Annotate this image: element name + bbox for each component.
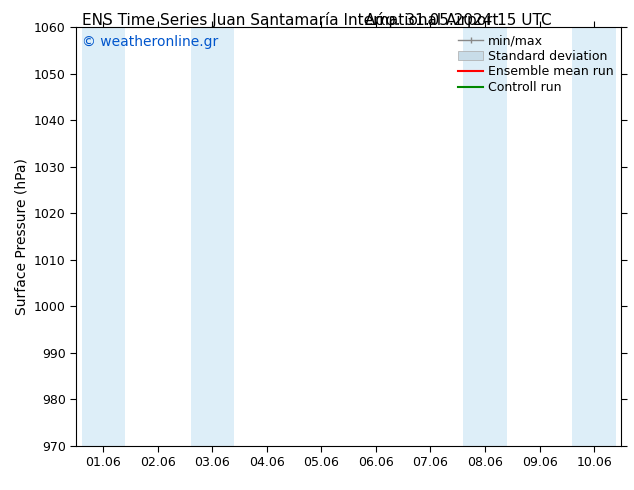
Text: Δάφ. 31.05.2024 15 UTC: Δάφ. 31.05.2024 15 UTC — [365, 12, 552, 28]
Bar — [82, 27, 125, 446]
Legend: min/max, Standard deviation, Ensemble mean run, Controll run: min/max, Standard deviation, Ensemble me… — [453, 29, 619, 99]
Text: © weatheronline.gr: © weatheronline.gr — [82, 35, 218, 49]
Y-axis label: Surface Pressure (hPa): Surface Pressure (hPa) — [14, 158, 29, 315]
Text: ENS Time Series Juan Santamaría International Airport: ENS Time Series Juan Santamaría Internat… — [82, 12, 499, 28]
Bar — [191, 27, 234, 446]
Bar — [573, 27, 616, 446]
Bar — [463, 27, 507, 446]
